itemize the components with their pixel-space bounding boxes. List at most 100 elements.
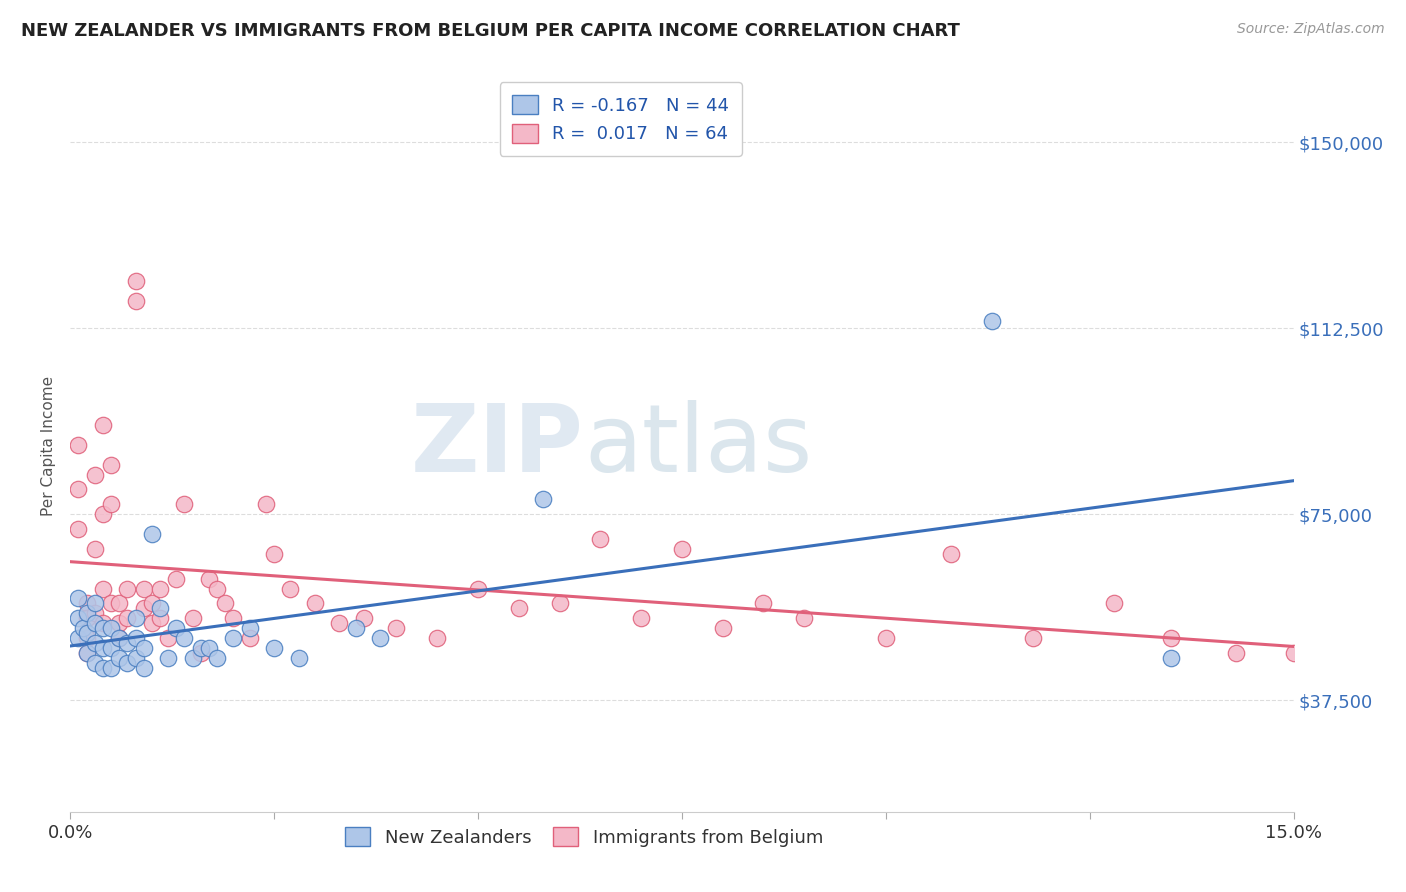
Point	[280, 582, 302, 596]
Point	[76, 631, 98, 645]
Point	[91, 661, 114, 675]
Point	[353, 611, 375, 625]
Point	[793, 611, 815, 625]
Point	[108, 616, 131, 631]
Point	[173, 497, 195, 511]
Point	[467, 582, 489, 596]
Y-axis label: Per Capita Income: Per Capita Income	[41, 376, 56, 516]
Point	[67, 631, 90, 645]
Point	[149, 582, 172, 596]
Point	[548, 597, 571, 611]
Point	[141, 597, 163, 611]
Point	[190, 641, 212, 656]
Point	[508, 601, 530, 615]
Point	[1021, 631, 1043, 645]
Point	[124, 274, 146, 288]
Point	[91, 582, 114, 596]
Point	[173, 631, 195, 645]
Point	[1282, 646, 1305, 660]
Point	[83, 656, 105, 670]
Point	[368, 631, 391, 645]
Point	[100, 597, 122, 611]
Point	[67, 591, 90, 606]
Point	[100, 661, 122, 675]
Point	[83, 607, 105, 621]
Point	[124, 631, 146, 645]
Point	[165, 572, 187, 586]
Point	[132, 641, 155, 656]
Point	[108, 597, 131, 611]
Point	[980, 314, 1002, 328]
Point	[531, 492, 554, 507]
Point	[76, 646, 98, 660]
Point	[287, 651, 309, 665]
Point	[67, 611, 90, 625]
Point	[124, 651, 146, 665]
Point	[426, 631, 449, 645]
Point	[141, 616, 163, 631]
Point	[83, 467, 105, 482]
Point	[91, 616, 114, 631]
Point	[205, 651, 228, 665]
Point	[91, 641, 114, 656]
Point	[83, 636, 105, 650]
Point	[76, 597, 98, 611]
Point	[181, 651, 204, 665]
Point	[630, 611, 652, 625]
Point	[132, 661, 155, 675]
Point	[671, 541, 693, 556]
Point	[205, 582, 228, 596]
Point	[117, 656, 139, 670]
Point	[72, 621, 94, 635]
Point	[589, 532, 612, 546]
Point	[124, 293, 146, 308]
Point	[1102, 597, 1125, 611]
Point	[263, 547, 285, 561]
Point	[254, 497, 277, 511]
Point	[1225, 646, 1247, 660]
Point	[939, 547, 962, 561]
Point	[67, 522, 90, 536]
Point	[711, 621, 734, 635]
Point	[108, 631, 131, 645]
Point	[91, 621, 114, 635]
Point	[100, 621, 122, 635]
Point	[157, 651, 180, 665]
Point	[67, 438, 90, 452]
Point	[132, 601, 155, 615]
Point	[83, 597, 105, 611]
Point	[1160, 631, 1182, 645]
Text: Source: ZipAtlas.com: Source: ZipAtlas.com	[1237, 22, 1385, 37]
Point	[76, 607, 98, 621]
Point	[149, 611, 172, 625]
Point	[222, 631, 245, 645]
Point	[117, 636, 139, 650]
Point	[304, 597, 326, 611]
Point	[165, 621, 187, 635]
Point	[752, 597, 775, 611]
Point	[344, 621, 367, 635]
Point	[100, 458, 122, 472]
Point	[76, 646, 98, 660]
Point	[190, 646, 212, 660]
Point	[76, 626, 98, 640]
Point	[149, 601, 172, 615]
Point	[108, 651, 131, 665]
Point	[385, 621, 408, 635]
Point	[108, 631, 131, 645]
Point	[117, 582, 139, 596]
Point	[76, 611, 98, 625]
Point	[91, 507, 114, 521]
Point	[67, 483, 90, 497]
Point	[239, 631, 262, 645]
Point	[239, 621, 262, 635]
Point	[263, 641, 285, 656]
Text: ZIP: ZIP	[411, 400, 583, 492]
Point	[100, 641, 122, 656]
Point	[198, 572, 221, 586]
Point	[83, 616, 105, 631]
Point	[222, 611, 245, 625]
Point	[198, 641, 221, 656]
Point	[141, 527, 163, 541]
Point	[117, 611, 139, 625]
